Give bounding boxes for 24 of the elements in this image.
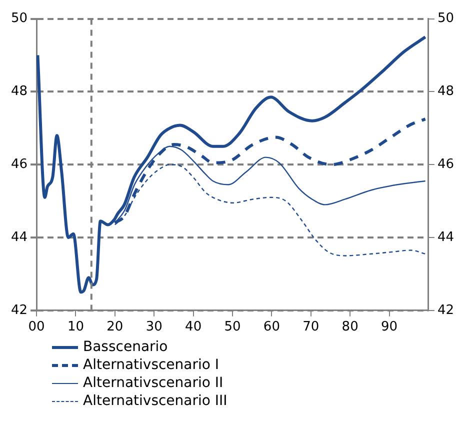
- y-tick-label: 46: [10, 156, 28, 172]
- y-tick-label: 50: [10, 11, 28, 26]
- y2-tick-label: 48: [437, 84, 454, 100]
- y-tick-label: 42: [10, 302, 28, 318]
- y2-tick-label: 50: [437, 11, 454, 26]
- y2-tick-label: 42: [437, 302, 454, 318]
- legend-label: Alternativscenario I: [83, 356, 220, 374]
- x-tick-label: 40: [185, 320, 202, 335]
- legend-label: Basscenario: [83, 338, 168, 356]
- y2-tick-label: 44: [437, 230, 454, 245]
- x-tick-label: 80: [342, 320, 358, 335]
- x-tick-label: 70: [302, 320, 320, 335]
- legend-label: Alternativscenario II: [83, 374, 224, 392]
- x-tick-label: 60: [263, 320, 280, 335]
- y-tick-label: 48: [10, 84, 28, 100]
- x-tick-label: 20: [106, 320, 124, 335]
- x-tick-label: 50: [224, 320, 241, 335]
- x-tick-label: 90: [380, 320, 398, 335]
- legend-label: Alternativscenario III: [83, 392, 228, 410]
- x-tick-label: 10: [67, 320, 84, 335]
- x-tick-label: 00: [28, 320, 45, 335]
- y2-tick-label: 46: [437, 156, 454, 172]
- x-tick-label: 30: [146, 320, 162, 335]
- y-tick-label: 44: [10, 230, 28, 245]
